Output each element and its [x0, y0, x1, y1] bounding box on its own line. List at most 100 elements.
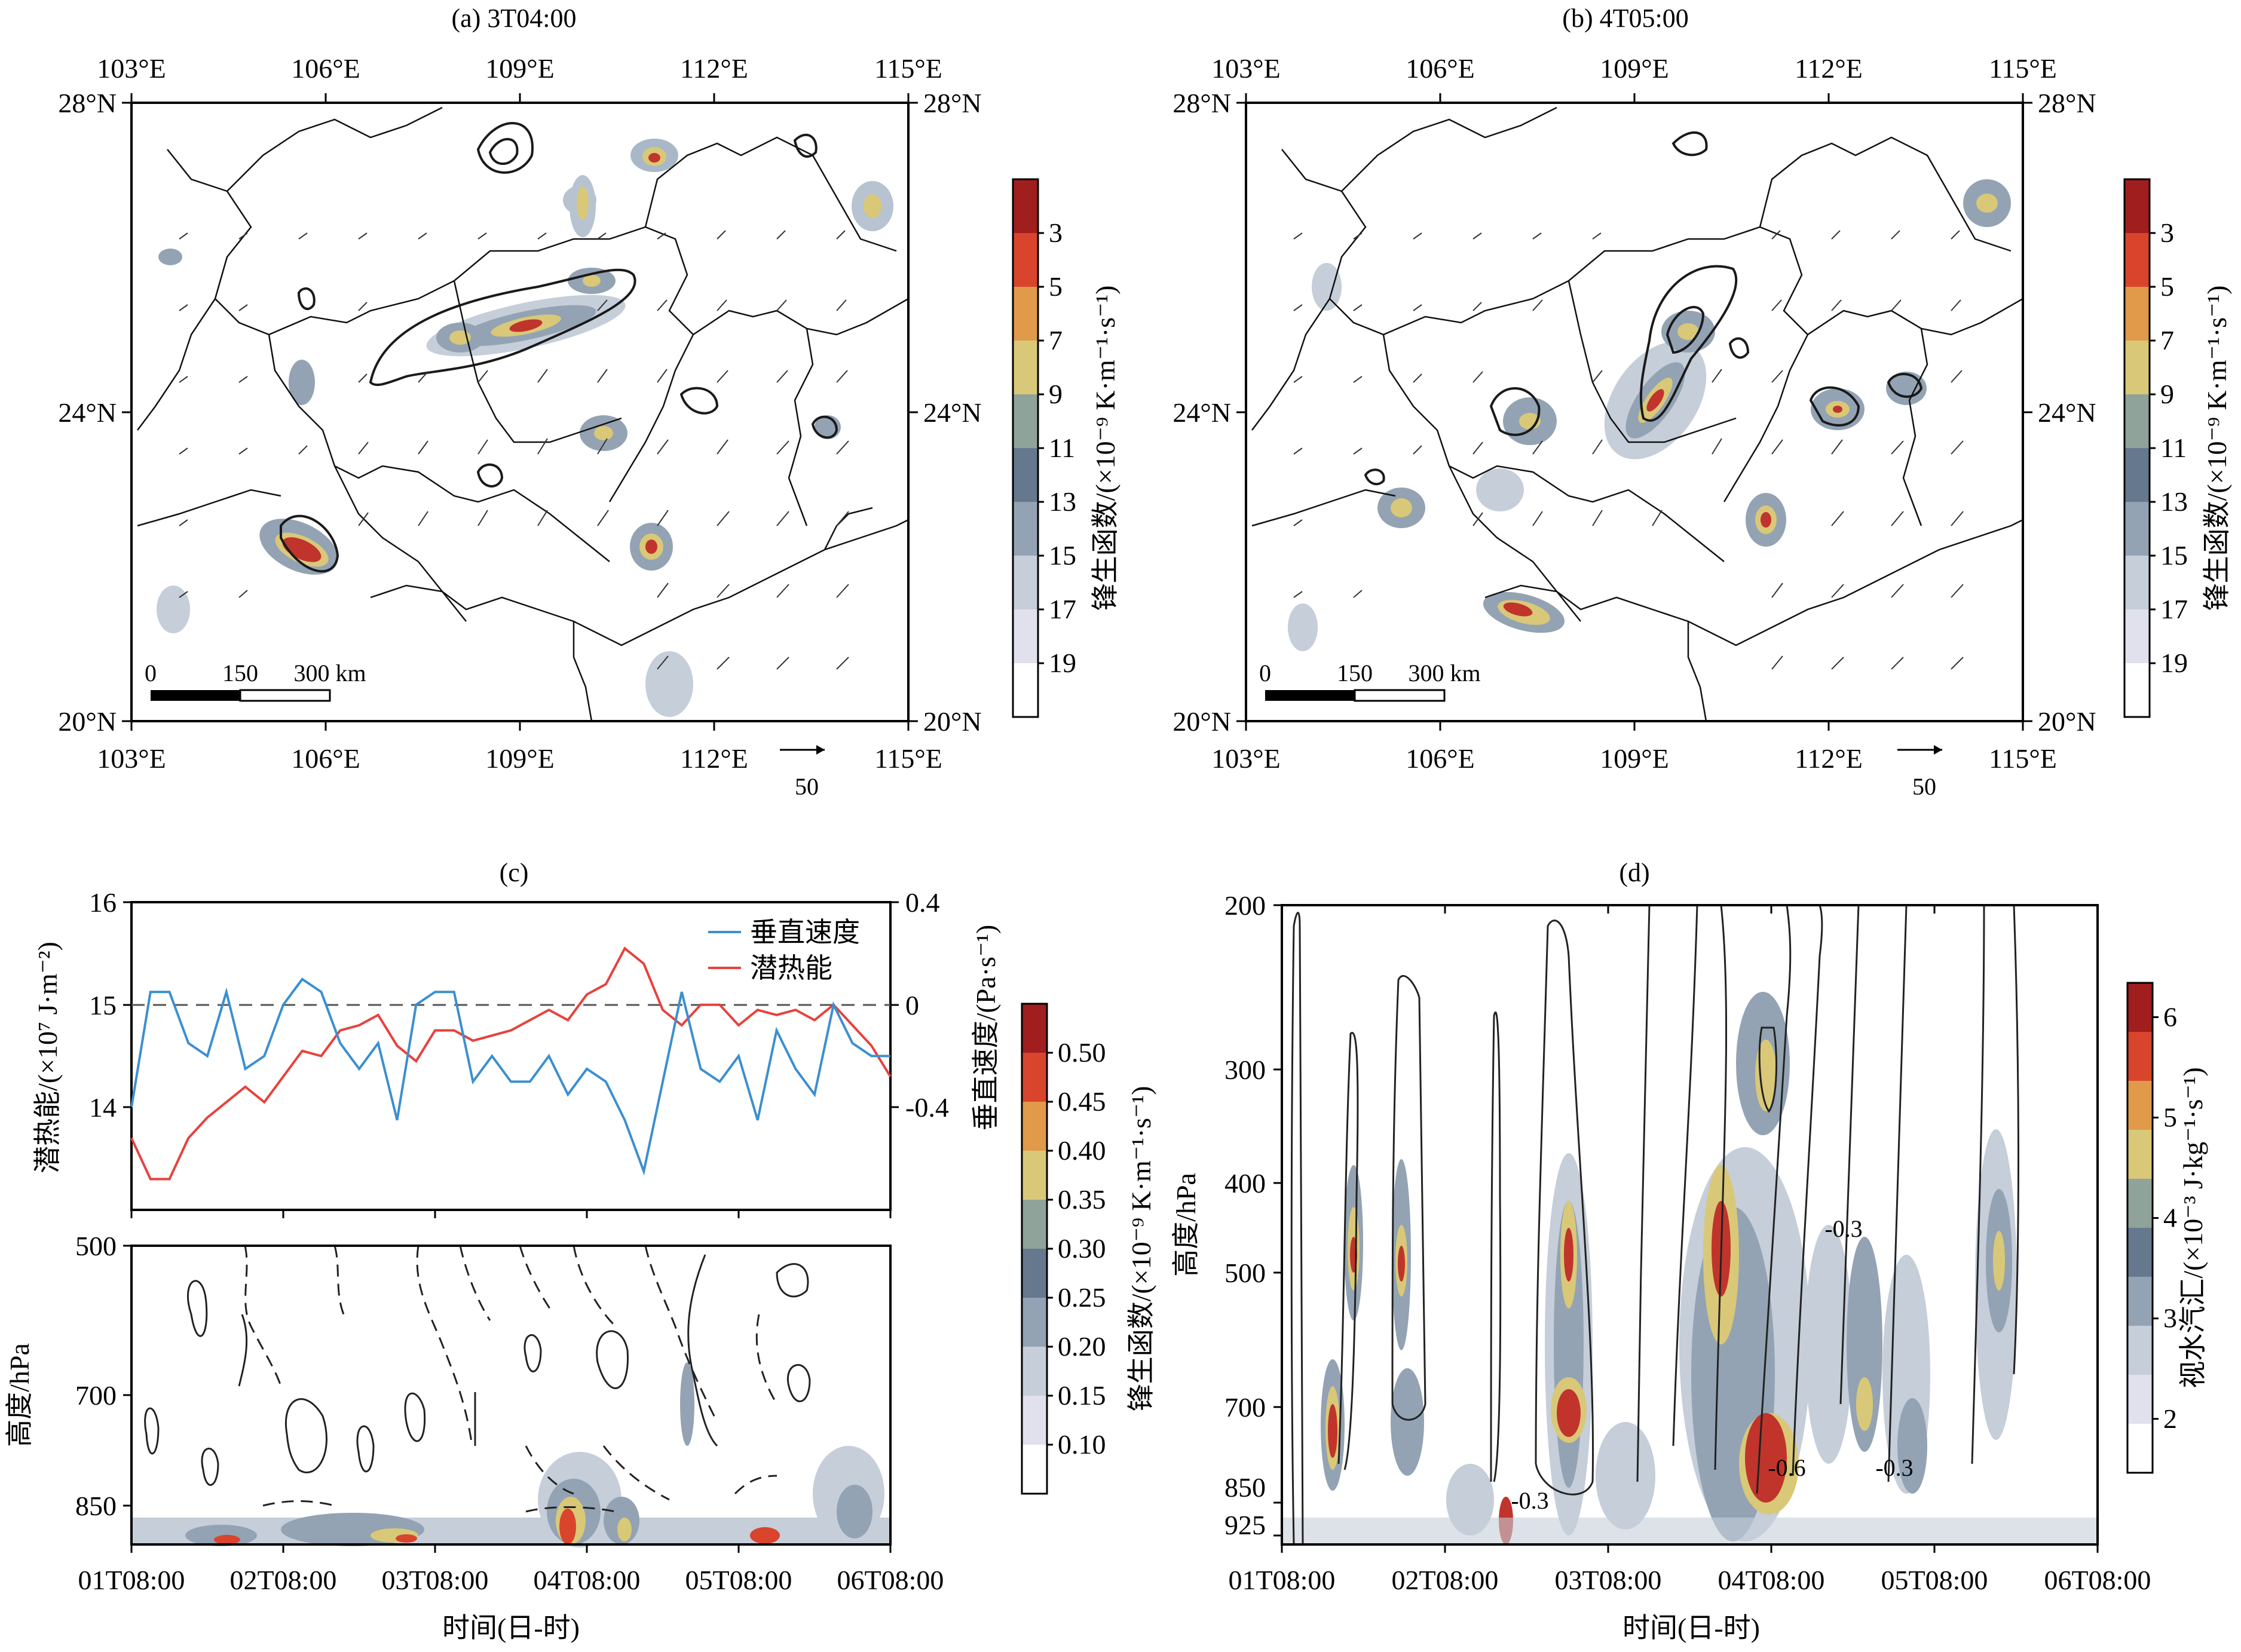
colorbar-b-swatch: [2124, 502, 2150, 556]
colorbar-a-swatch: [1013, 448, 1038, 502]
panel-b-lat-right-2: 20°N: [2038, 706, 2096, 737]
colorbar-d-swatch: [2127, 1326, 2153, 1375]
colorbar-d-swatches: [2127, 983, 2153, 1473]
panel-b-lon-top-4: 115°E: [1989, 53, 2057, 84]
colorbar-d-tick: 4: [2163, 1203, 2177, 1233]
panel-c-time-label: 时间(日-时): [442, 1613, 580, 1643]
colorbar-d-tick: 2: [2163, 1403, 2177, 1434]
panel-c-lower-contours: [144, 1254, 811, 1486]
panel-a-lat-left-2: 20°N: [58, 706, 117, 737]
panel-a-lon-bottom-3: 112°E: [680, 743, 748, 774]
panel-d-time-1: 02T08:00: [1392, 1565, 1499, 1595]
panel-b-lon-top-0: 103°E: [1211, 53, 1281, 84]
panel-c-right-ticks: [890, 901, 899, 1108]
panel-a-scalebar-0: 0: [145, 660, 157, 686]
panel-d-y-tick-1: 300: [1224, 1055, 1266, 1085]
panel-a-lon-top-3: 112°E: [680, 53, 748, 84]
colorbar-c-tick: 0.10: [1058, 1429, 1106, 1460]
colorbar-c-swatch: [1022, 1200, 1047, 1249]
colorbar-d-swatch: [2127, 1375, 2153, 1424]
panel-b-ref-vector: 50: [1897, 745, 1942, 800]
colorbar-b-swatch: [2124, 233, 2150, 287]
colorbar-a-swatch: [1013, 609, 1038, 663]
panel-c-lower-shading: [131, 1362, 890, 1547]
colorbar-b-swatch: [2124, 556, 2150, 609]
panel-c-lower-tick-2: 850: [75, 1491, 117, 1521]
colorbar-c-swatch: [1022, 1151, 1047, 1200]
panel-a-lat-right-2: 20°N: [923, 706, 982, 737]
colorbar-a-tick: 11: [1049, 433, 1075, 463]
panel-b-lat-right: 28°N 24°N 20°N: [2038, 88, 2096, 737]
colorbar-a-tick: 15: [1049, 540, 1076, 571]
panel-a-lat-right-1: 24°N: [923, 397, 982, 428]
panel-a-lat-right-0: 28°N: [923, 88, 982, 118]
colorbar-c-swatches: [1022, 1004, 1047, 1494]
panel-d-ticks: [1273, 904, 2099, 1553]
panel-c-right-tick-2: -0.4: [905, 1092, 949, 1123]
panel-a-frame: [131, 103, 908, 721]
colorbar-a-tick: 19: [1049, 648, 1076, 678]
colorbar-d-tick: 5: [2163, 1102, 2177, 1133]
colorbar-b-tick: 9: [2160, 379, 2174, 409]
colorbar-a-swatch: [1013, 394, 1038, 448]
panel-d-y-tick-4: 700: [1224, 1392, 1266, 1423]
colorbar-c-label: 锋生函数/(×10⁻⁹ K·m⁻¹·s⁻¹): [1126, 1086, 1156, 1412]
colorbar-b-swatches: [2124, 179, 2150, 717]
panel-d-y-tick-0: 200: [1224, 890, 1266, 921]
panel-a-wind-arrows: [179, 230, 849, 670]
panel-c-legend-0: 垂直速度: [750, 917, 860, 948]
panel-a-ticks: [122, 93, 918, 731]
colorbar-a-swatch: [1013, 556, 1038, 609]
panel-a-lon-top: 103°E 106°E 109°E 112°E 115°E: [97, 53, 942, 84]
panel-d: (d): [1171, 858, 2151, 1643]
panel-b-lon-bottom-1: 106°E: [1406, 743, 1475, 774]
panel-b-scalebar-0: 0: [1259, 660, 1271, 686]
colorbar-d-ticks: 6 5 4 3 2: [2153, 1001, 2177, 1434]
panel-d-y-label: 高度/hPa: [1171, 1173, 1201, 1277]
panel-c-time-5: 06T08:00: [837, 1565, 944, 1595]
panel-b-scalebar: 0 150 300 km: [1259, 660, 1481, 702]
panel-a-scalebar-1: 150: [222, 660, 258, 686]
panel-c-series: [130, 946, 892, 1181]
colorbar-a-tick: 17: [1049, 594, 1076, 624]
colorbar-b-swatch: [2124, 448, 2150, 502]
panel-b-lon-bottom-4: 115°E: [1989, 743, 2057, 774]
colorbar-c-tick: 0.20: [1058, 1331, 1106, 1362]
panel-b-lat-left-2: 20°N: [1172, 706, 1231, 737]
colorbar-b-tick: 13: [2160, 486, 2188, 517]
panel-a-lon-top-0: 103°E: [97, 53, 166, 84]
panel-d-time-5: 06T08:00: [2044, 1565, 2151, 1595]
colorbar-c-swatch: [1022, 1102, 1047, 1151]
panel-a-lon-bottom-0: 103°E: [97, 743, 166, 774]
colorbar-d: 6 5 4 3 2 视水汽汇/(×10⁻³ J·kg⁻¹·s⁻¹): [2126, 982, 2208, 1474]
panel-b-lon-bottom-0: 103°E: [1211, 743, 1281, 774]
panel-c-time-2: 03T08:00: [382, 1565, 489, 1595]
panel-a-boundaries: [137, 106, 909, 722]
panel-a-lat-left-1: 24°N: [58, 397, 117, 428]
panel-a-ref-vector-label: 50: [795, 773, 819, 800]
colorbar-c-tick: 0.40: [1058, 1135, 1106, 1166]
panel-d-y-ticks: 200 300 400 500 700 850 925: [1224, 890, 1266, 1540]
panel-a: (a) 3T04:00: [58, 4, 981, 800]
panel-c-legend-1: 潜热能: [750, 953, 832, 983]
panel-d-contour-label-2: -0.6: [1768, 1454, 1805, 1481]
colorbar-c-tick: 0.15: [1058, 1380, 1106, 1411]
panel-d-time-ticks: 01T08:00 02T08:00 03T08:00 04T08:00 05T0…: [1229, 1565, 2151, 1595]
colorbar-b: 3 5 7 9 11 13 15 17 19 锋生函数/(×10⁻⁹ K·m⁻¹·s⁻¹): [2123, 178, 2232, 718]
colorbar-a-swatch: [1013, 663, 1038, 717]
panel-c-legend: 垂直速度 潜热能: [708, 917, 860, 983]
colorbar-b-swatch: [2124, 341, 2150, 394]
colorbar-b-tick: 7: [2160, 325, 2174, 355]
colorbar-a-tick: 9: [1049, 379, 1063, 409]
panel-a-lat-right: 28°N 24°N 20°N: [923, 88, 982, 737]
panel-c-title: (c): [500, 858, 529, 887]
panel-d-contour-label-1: -0.3: [1824, 1215, 1862, 1242]
panel-b-lat-left-0: 28°N: [1172, 88, 1231, 118]
panel-c-right-tick-0: 0.4: [905, 887, 940, 918]
panel-c-right-tick-1: 0: [905, 990, 919, 1020]
panel-a-scalebar: 0 150 300 km: [145, 660, 366, 702]
colorbar-c-tick: 0.30: [1058, 1233, 1106, 1264]
colorbar-c-swatch: [1022, 1249, 1047, 1298]
panel-a-lon-top-4: 115°E: [874, 53, 942, 84]
